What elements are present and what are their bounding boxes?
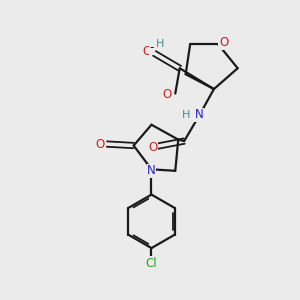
Text: H: H [182, 110, 191, 120]
Text: O: O [142, 45, 152, 58]
Text: O: O [148, 140, 158, 154]
Text: N: N [195, 108, 203, 122]
Text: -: - [149, 41, 154, 54]
Text: N: N [147, 164, 156, 177]
Text: O: O [219, 37, 228, 50]
Text: H: H [156, 40, 165, 50]
Text: Cl: Cl [146, 257, 157, 270]
Text: O: O [96, 138, 105, 151]
Text: O: O [162, 88, 172, 100]
